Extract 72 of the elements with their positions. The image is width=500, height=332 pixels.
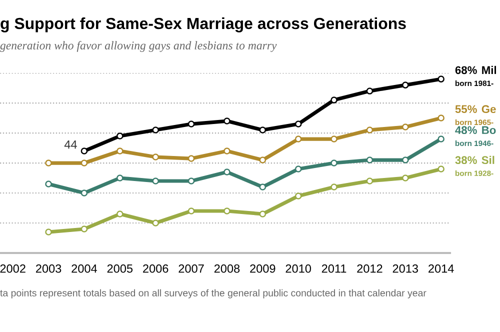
point [402,174,409,182]
point [224,118,230,124]
point [330,96,338,104]
point [294,120,302,128]
point [45,160,52,166]
x-tick-label: 2008 [214,264,240,273]
point [330,160,338,166]
point [330,136,338,142]
point [152,220,159,226]
point [116,210,124,218]
x-tick-label: 2014 [428,264,454,273]
data-label: 38% [455,156,477,164]
point [152,154,159,160]
x-tick-label: 2004 [72,264,98,273]
point [45,228,52,236]
text: Sil [482,156,494,164]
point [402,156,409,164]
point [294,192,302,200]
point [438,76,444,82]
x-tick-label: 2003 [36,264,62,273]
chart-title: g Support for Same-Sex Marriage across Generations [0,17,406,32]
point [116,174,124,182]
point [224,148,230,154]
point [438,114,444,122]
x-tick-label: 2013 [392,264,418,273]
point [259,210,266,218]
x-tick-label: 2009 [250,264,276,273]
point [224,168,230,176]
point [45,180,52,188]
data-label: 48% [455,126,477,134]
point [294,136,302,142]
point [152,178,159,184]
x-tick-label: 2002 [0,264,26,273]
point [366,178,374,184]
data-label: 44 [64,140,77,149]
point [80,226,88,232]
data-label: 55% [455,105,477,114]
point [80,160,88,166]
point [116,132,124,140]
point [188,208,195,214]
x-tick-label: 2006 [143,264,168,273]
point [80,190,88,196]
point [188,178,195,184]
x-tick-label: 2011 [322,264,346,273]
point [259,126,266,134]
point [402,124,409,130]
text: Ge [482,105,496,114]
point [224,208,230,214]
x-tick-label: 2007 [178,264,204,273]
point [294,166,302,172]
text: Bo [482,126,496,134]
point [330,184,338,190]
text: Mil [482,66,496,74]
point [188,120,195,128]
x-tick-label: 2005 [107,264,133,273]
point [366,156,374,164]
point [366,126,374,134]
point [188,155,195,162]
data-label: 68% [455,66,477,74]
point [116,148,124,154]
point [366,88,374,94]
point [438,136,444,142]
point [438,166,444,172]
point [259,156,266,164]
point [152,126,159,134]
chart-subtitle: generation who favor allowing gays and lesbians to marry [0,41,277,52]
text: ta points represent totals based on all surveys of the general public conducted in that calendar year [0,289,426,298]
point [259,184,266,190]
point [402,82,409,88]
point [80,148,88,154]
x-tick-label: 2012 [357,264,382,273]
x-tick-label: 2010 [286,264,312,273]
